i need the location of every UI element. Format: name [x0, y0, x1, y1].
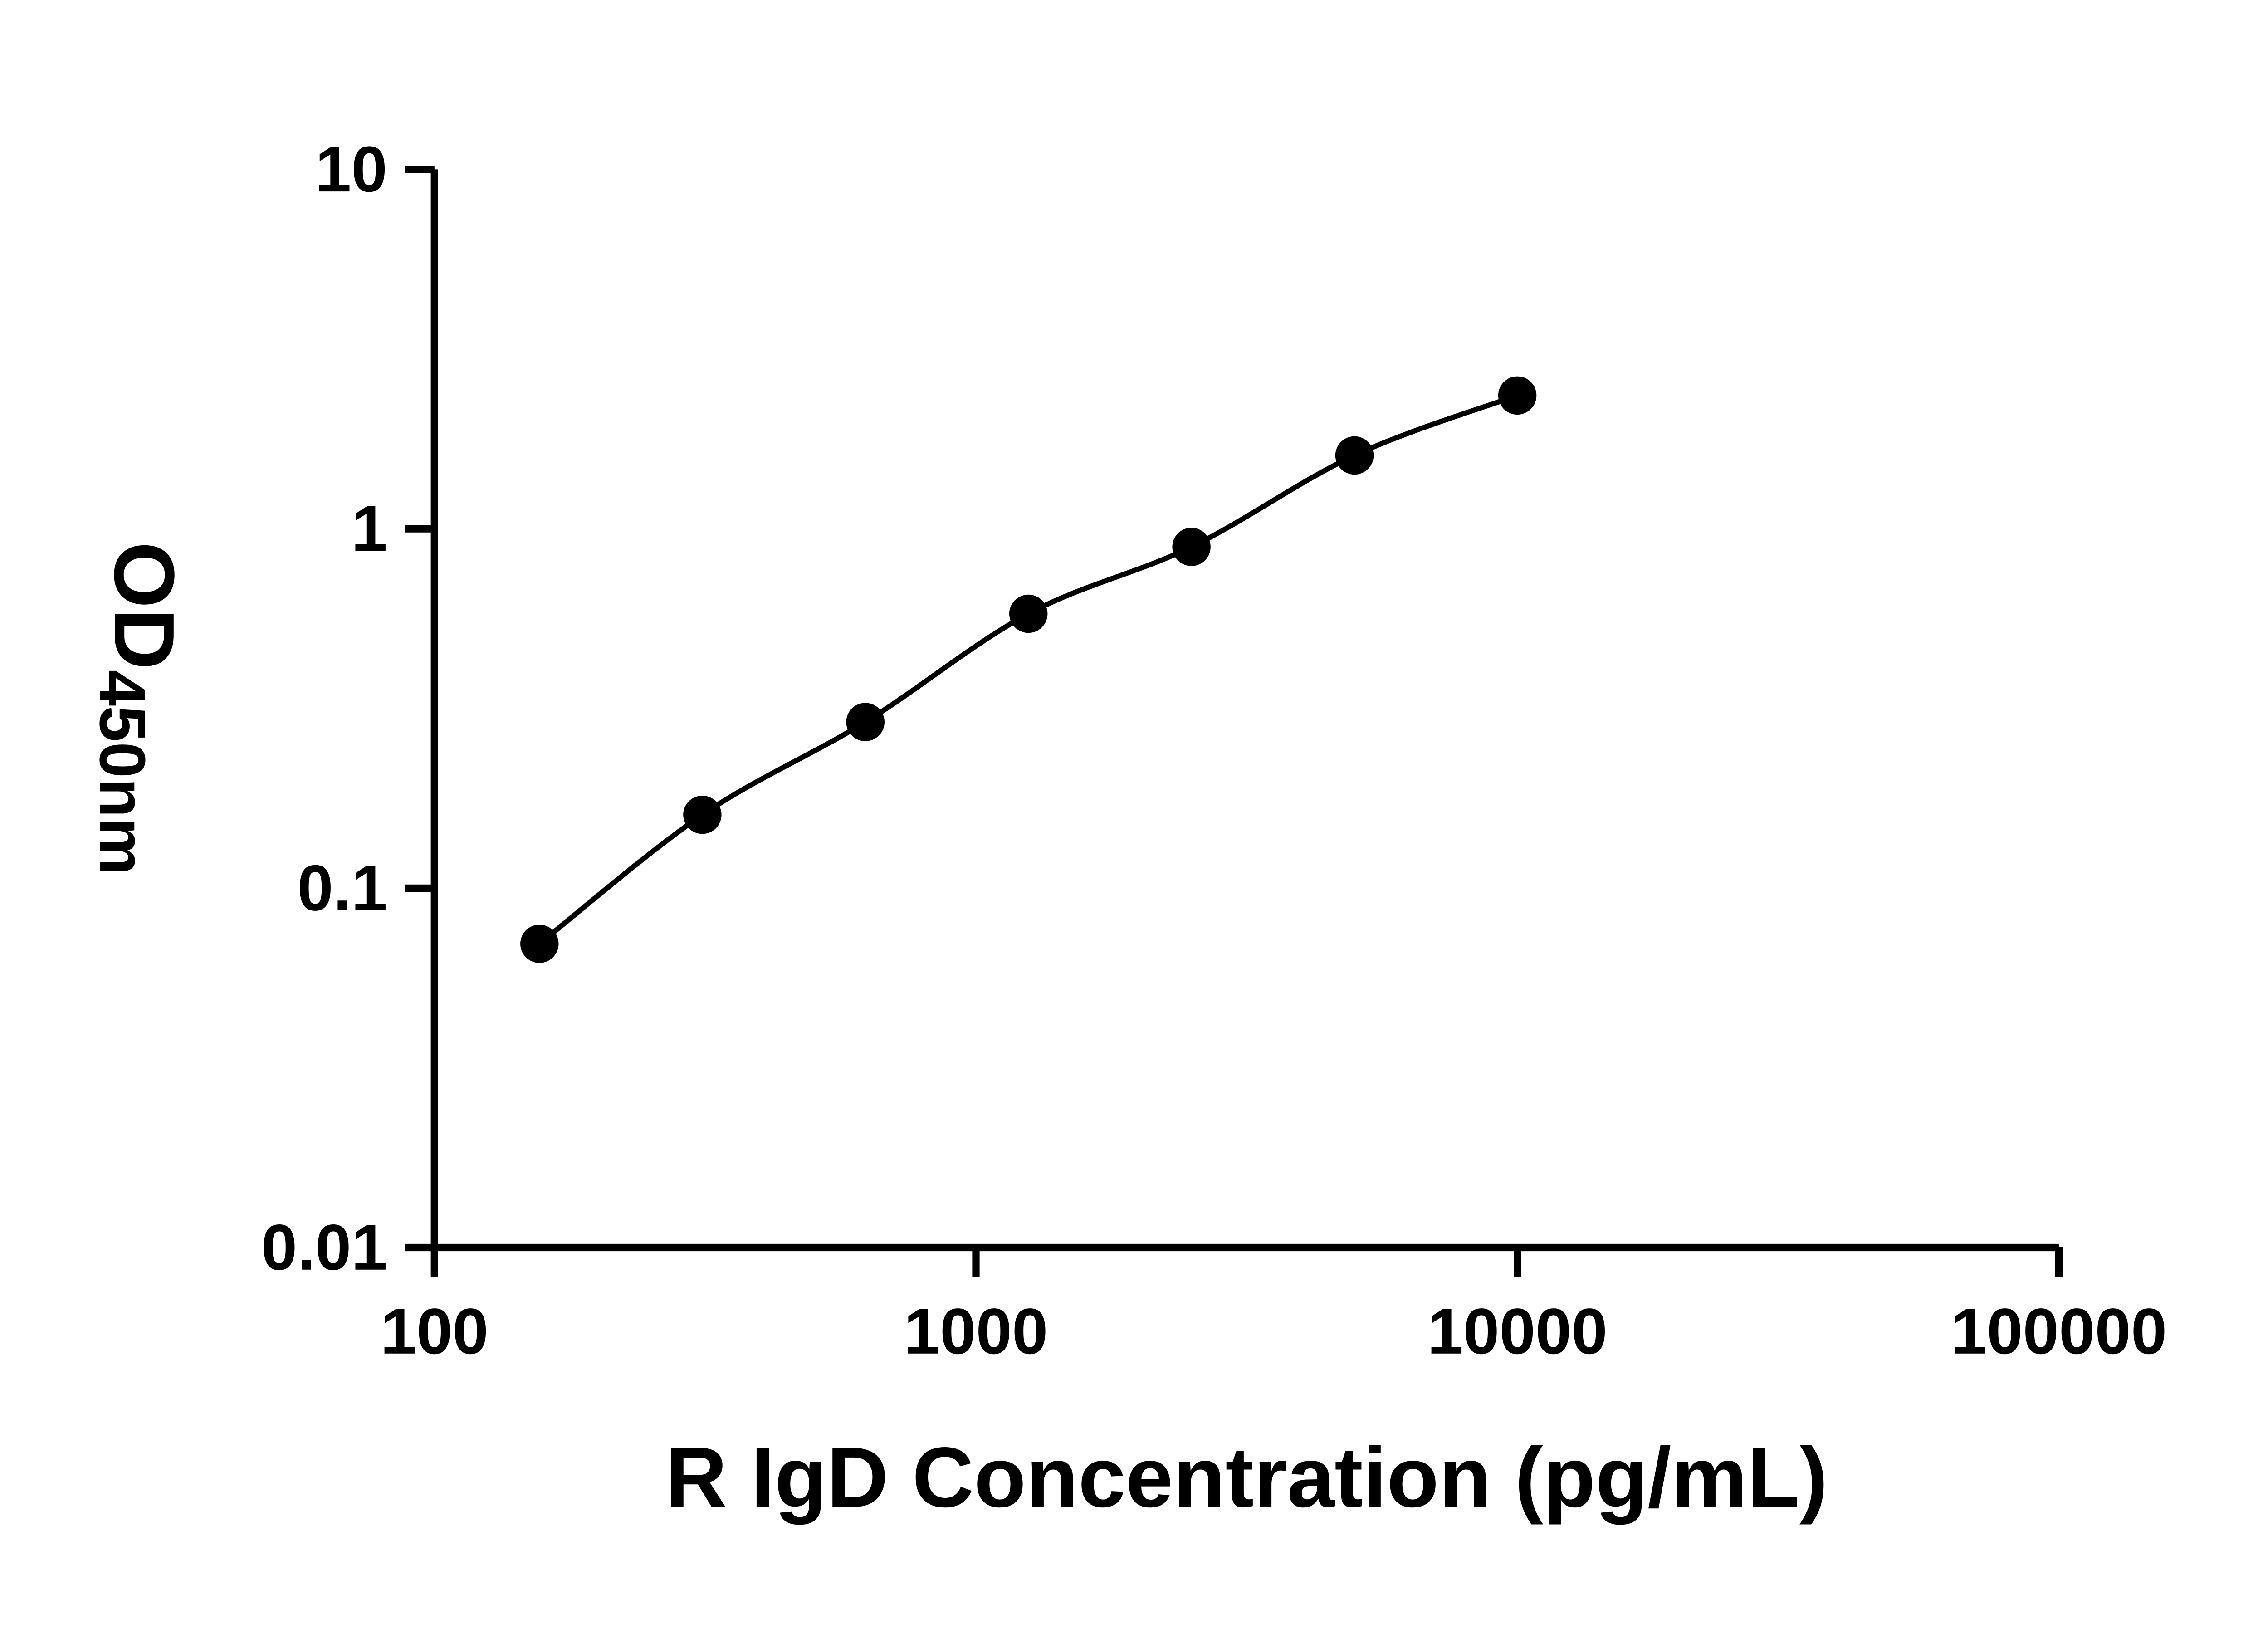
x-tick-label: 100000 [1951, 1296, 2167, 1368]
x-tick-label: 100 [381, 1296, 489, 1368]
data-point [683, 795, 722, 834]
y-tick-label: 1 [351, 493, 387, 565]
y-tick-label: 0.01 [261, 1212, 387, 1284]
data-point [1172, 528, 1211, 566]
data-point [1498, 376, 1537, 415]
y-axis-title: OD450nm [86, 542, 192, 875]
plot-area: 100 1000 10000 100000 0.01 0.1 1 10 [261, 133, 2167, 1368]
y-axis-title-main: OD [97, 542, 192, 670]
y-tick-label: 10 [315, 133, 387, 205]
x-axis-title: R IgD Concentration (pg/mL) [665, 1429, 1828, 1525]
x-tick-label: 1000 [904, 1296, 1048, 1368]
data-point [1009, 594, 1048, 633]
x-tick-label: 10000 [1427, 1296, 1608, 1368]
fit-curve [538, 393, 1519, 946]
y-tick-label: 0.1 [297, 852, 387, 925]
data-point [1335, 436, 1374, 475]
axes [430, 169, 2059, 1252]
y-axis-title-sub: 450nm [86, 670, 158, 876]
data-point [846, 703, 885, 741]
data-point [520, 925, 559, 963]
